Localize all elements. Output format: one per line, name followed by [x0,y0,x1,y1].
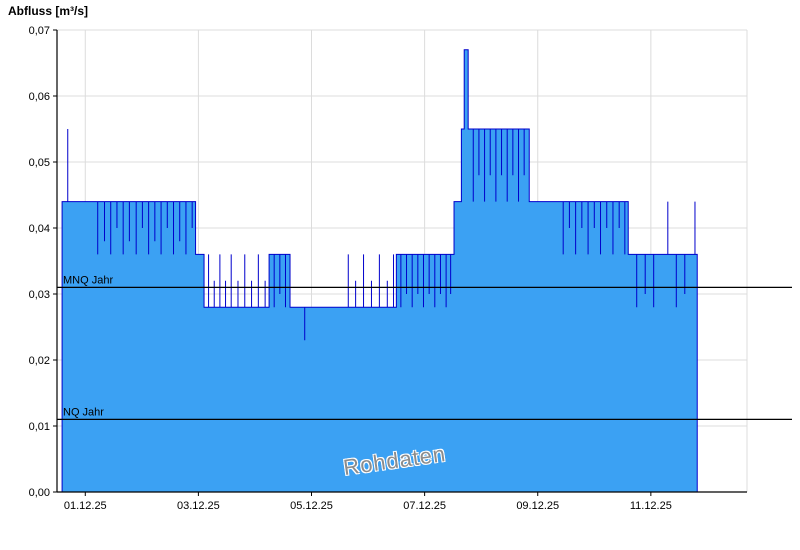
x-tick-label: 07.12.25 [403,500,446,512]
x-tick-label: 01.12.25 [64,500,107,512]
x-tick-label: 05.12.25 [290,500,333,512]
x-tick-label: 03.12.25 [177,500,220,512]
y-tick-label: 0,05 [29,157,50,169]
discharge-area-fill [62,49,698,493]
x-tick-label: 11.12.25 [630,500,672,512]
y-tick-label: 0,03 [29,289,50,301]
discharge-line [61,49,698,493]
y-tick-label: 0,07 [29,25,50,37]
y-tick-label: 0,01 [29,421,50,433]
y-axis-title: Abfluss [m³/s] [8,4,89,18]
y-tick-label: 0,06 [29,91,50,103]
y-tick-label: 0,02 [29,355,50,367]
y-tick-label: 0,00 [29,487,50,499]
y-tick-label: 0,04 [29,223,50,235]
reference-line-label: MNQ Jahr [63,274,113,286]
reference-line-label: NQ Jahr [63,406,104,418]
x-tick-label: 09.12.25 [516,500,559,512]
